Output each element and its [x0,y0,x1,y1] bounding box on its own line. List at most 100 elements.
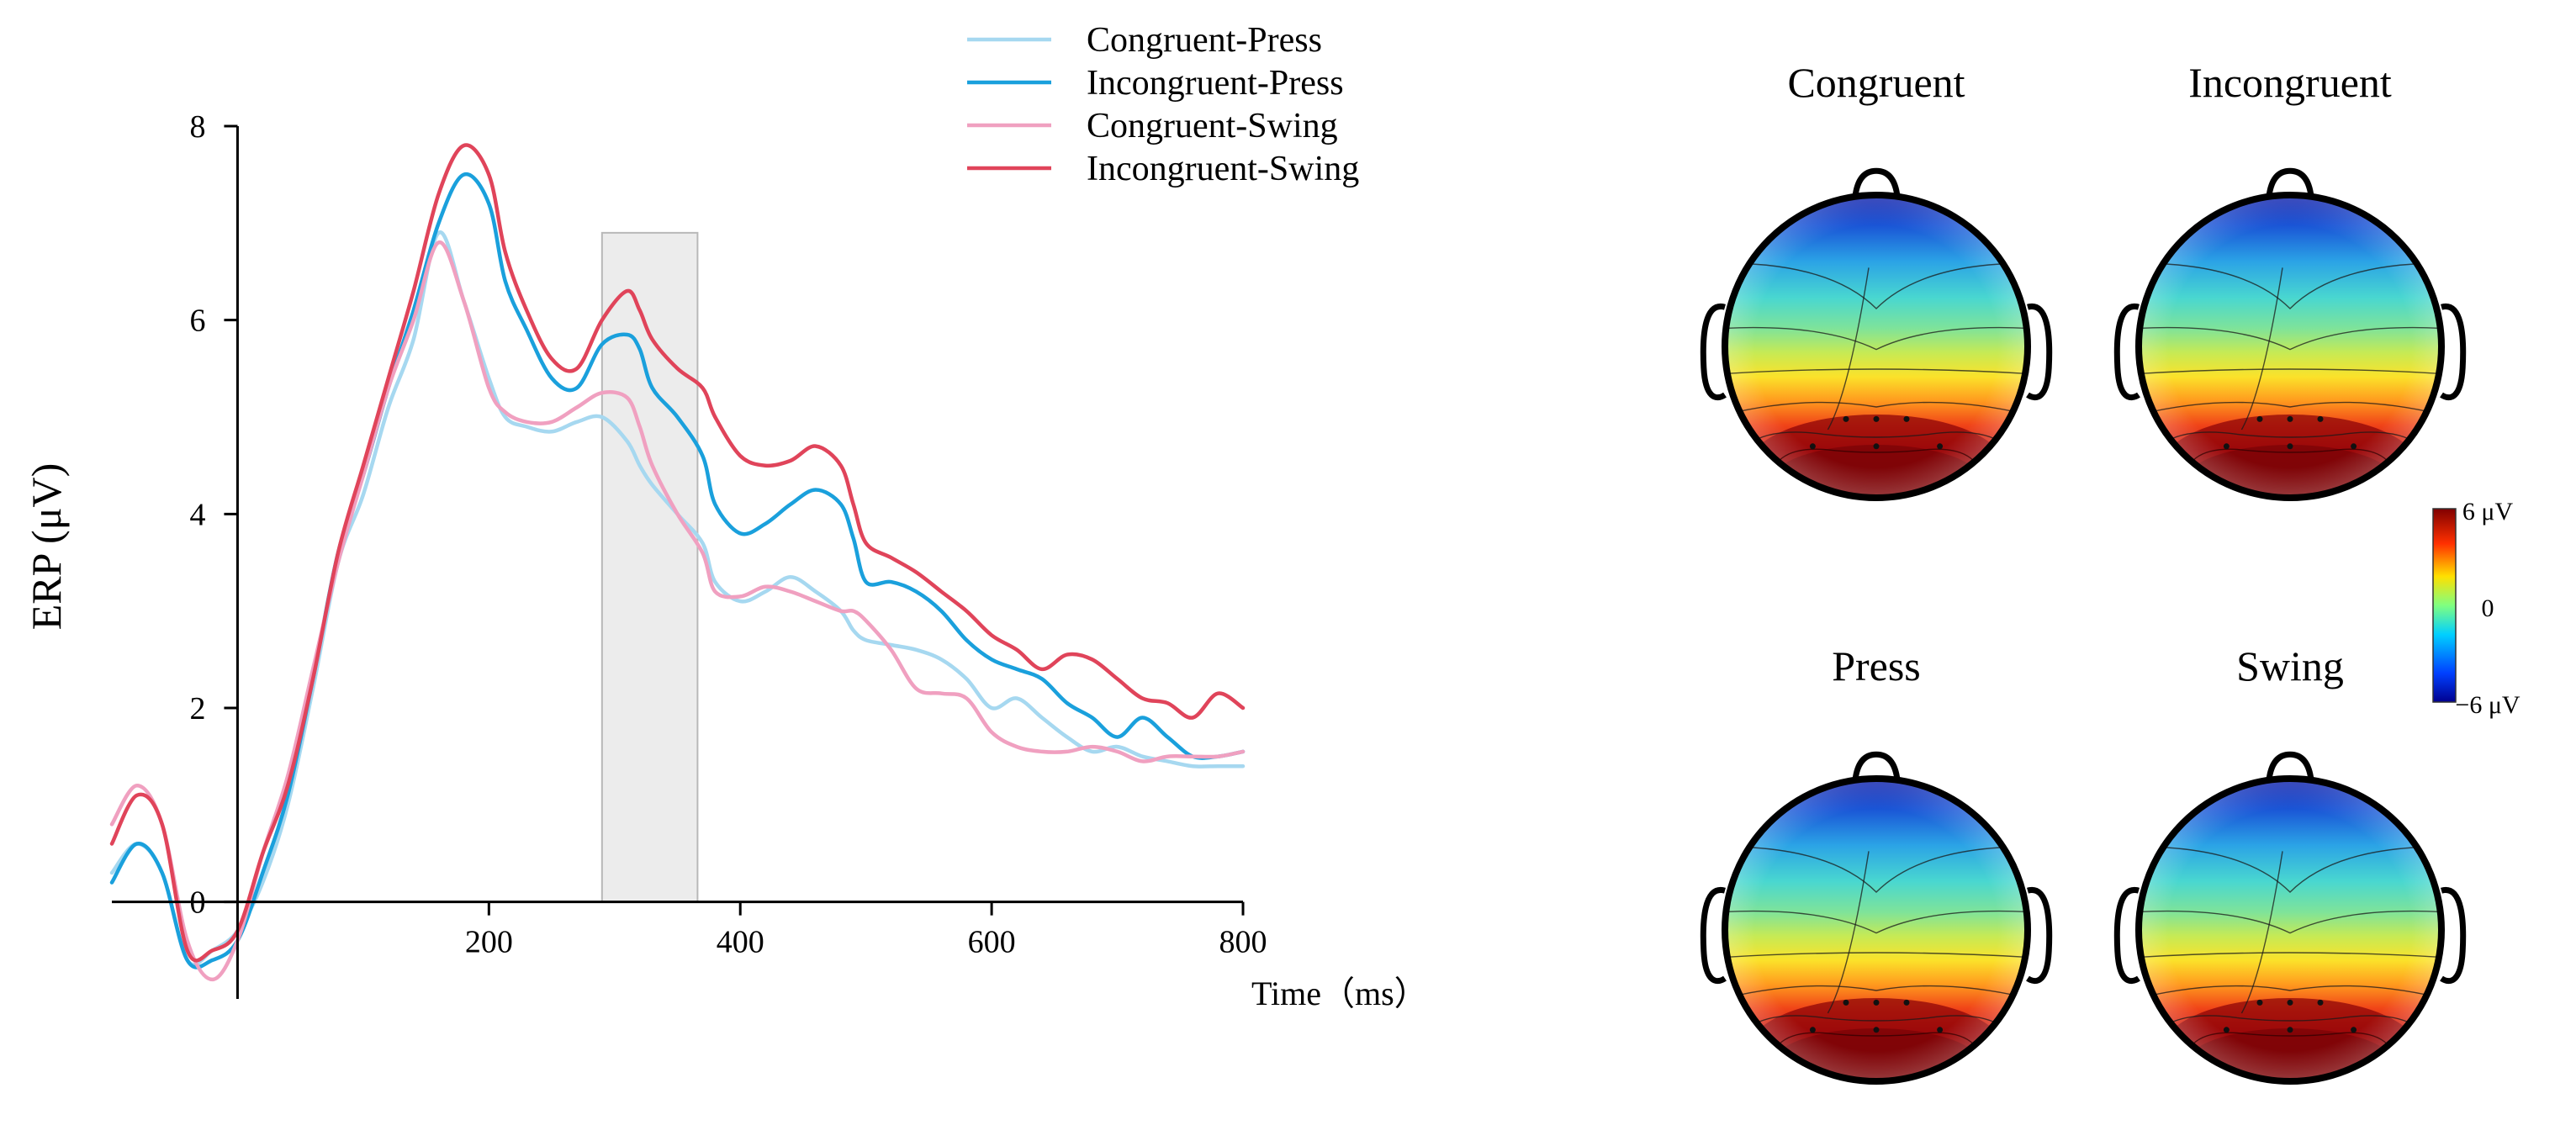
y-axis-ticks: 0 2 4 6 8 [189,109,238,921]
y-tick-label: 4 [189,497,205,532]
colorbar-scale [2432,508,2457,703]
topomap-title: Congruent [1787,59,1965,106]
topomap-contour [1725,368,2028,375]
nose-outline [1852,167,1901,198]
electrode-marker [1873,999,1880,1006]
left-ear-outline [2113,887,2140,985]
left-ear-outline [1700,887,1727,985]
right-ear-outline [2026,887,2053,985]
colorbar-max-label: 6 μV [2462,498,2514,526]
colorbar-min-label: −6 μV [2455,691,2520,719]
series-layer [109,143,1246,982]
topomap-contour [1725,326,2028,351]
y-axis-label: ERP (μV) [23,463,70,631]
topomap-contour [2139,952,2441,959]
topomap-contour [2139,401,2441,415]
head-outline [2135,192,2445,501]
electrode-marker [1809,443,1816,450]
topomap-contour [2150,1015,2431,1040]
head-outline [1722,775,2031,1085]
topomap-contour [1736,1015,2017,1040]
left-ear-outline [2113,304,2140,401]
topomap-contour [2139,326,2441,351]
scalp-topography-panels: Congruent Incongruent Press Swing [1700,59,2467,1085]
topomap-contour [1725,401,2028,415]
topomap-contour [1769,448,1983,491]
topomap-contour [2139,846,2441,893]
x-tick-label: 200 [465,925,513,960]
head-outline [2135,775,2445,1085]
topomap-press: Press [1700,642,2053,1085]
topomap-contour [2139,910,2441,934]
electrode-marker [2223,443,2230,450]
erp-line-chart: 0 2 4 6 8 200 400 600 800 ERP (μV) Time（ms） Con… [23,21,1428,1012]
right-ear-outline [2440,887,2467,985]
legend-label: Congruent-Press [1087,21,1322,60]
electrode-marker [2317,999,2324,1006]
topomap-title: Swing [2236,642,2344,689]
topomap-contour [2240,851,2283,1014]
topomap-contour [2139,368,2441,375]
topomap-swing: Swing [2113,642,2467,1085]
head-outline [1722,192,2031,501]
topomap-contour [1725,262,2028,309]
topomap-contour [1725,985,2028,999]
x-tick-label: 600 [968,925,1016,960]
topomap-title: Press [1832,642,1921,689]
electrode-marker [1937,1027,1944,1033]
y-tick-label: 0 [189,885,205,921]
x-axis-ticks: 200 400 600 800 [465,901,1267,960]
topomap-contour [2240,267,2283,431]
electrode-marker [1903,999,1910,1006]
topomap-contour [2139,985,2441,999]
legend-label: Incongruent-Press [1087,64,1344,103]
x-tick-label: 400 [717,925,764,960]
electrode-marker [2317,415,2324,422]
topomap-contour [2183,448,2397,491]
electrode-marker [2351,1027,2357,1033]
topomap-title: Incongruent [2188,59,2392,106]
topomap-contour [1725,846,2028,893]
legend-label: Incongruent-Swing [1087,150,1359,188]
electrode-marker [2256,999,2263,1006]
electrode-marker [1809,1027,1816,1033]
topomap-contour [2150,431,2431,457]
series-line-incongruent-swing [109,143,1246,963]
topomap-contour [1725,910,2028,934]
topomap-contour [1769,1032,1983,1075]
x-tick-label: 800 [1219,925,1267,960]
y-tick-label: 6 [189,304,205,339]
electrode-marker [2287,1027,2293,1033]
topomap-contour [1736,431,2017,457]
electrode-marker [1873,443,1880,450]
nose-outline [2266,751,2314,782]
series-line-congruent-press [109,230,1246,967]
left-ear-outline [1700,304,1727,401]
electrode-marker [1873,415,1880,422]
y-tick-label: 2 [189,691,205,726]
topomap-contour [2139,262,2441,309]
colorbar-mid-label: 0 [2482,594,2494,622]
nose-outline [2266,167,2314,198]
legend: Congruent-Press Incongruent-Press Congruen… [967,21,1359,188]
electrode-marker [1903,415,1910,422]
electrode-marker [2256,415,2263,422]
topomap-contour [1725,952,2028,959]
electrode-marker [1937,443,1944,450]
colorbar: 6 μV 0 −6 μV [2432,498,2520,719]
electrode-marker [2287,415,2293,422]
topomap-contour [1827,267,1870,431]
topomap-congruent: Congruent [1700,59,2053,501]
topomap-contour [1827,851,1870,1014]
series-line-congruent-swing [109,240,1246,982]
electrode-marker [2351,443,2357,450]
topomap-contour [2183,1032,2397,1075]
electrode-marker [1843,999,1849,1006]
x-axis-label: Time（ms） [1251,975,1428,1012]
electrode-marker [1873,1027,1880,1033]
electrode-marker [2287,999,2293,1006]
electrode-marker [2223,1027,2230,1033]
topomap-incongruent: Incongruent [2113,59,2467,501]
right-ear-outline [2026,304,2053,401]
